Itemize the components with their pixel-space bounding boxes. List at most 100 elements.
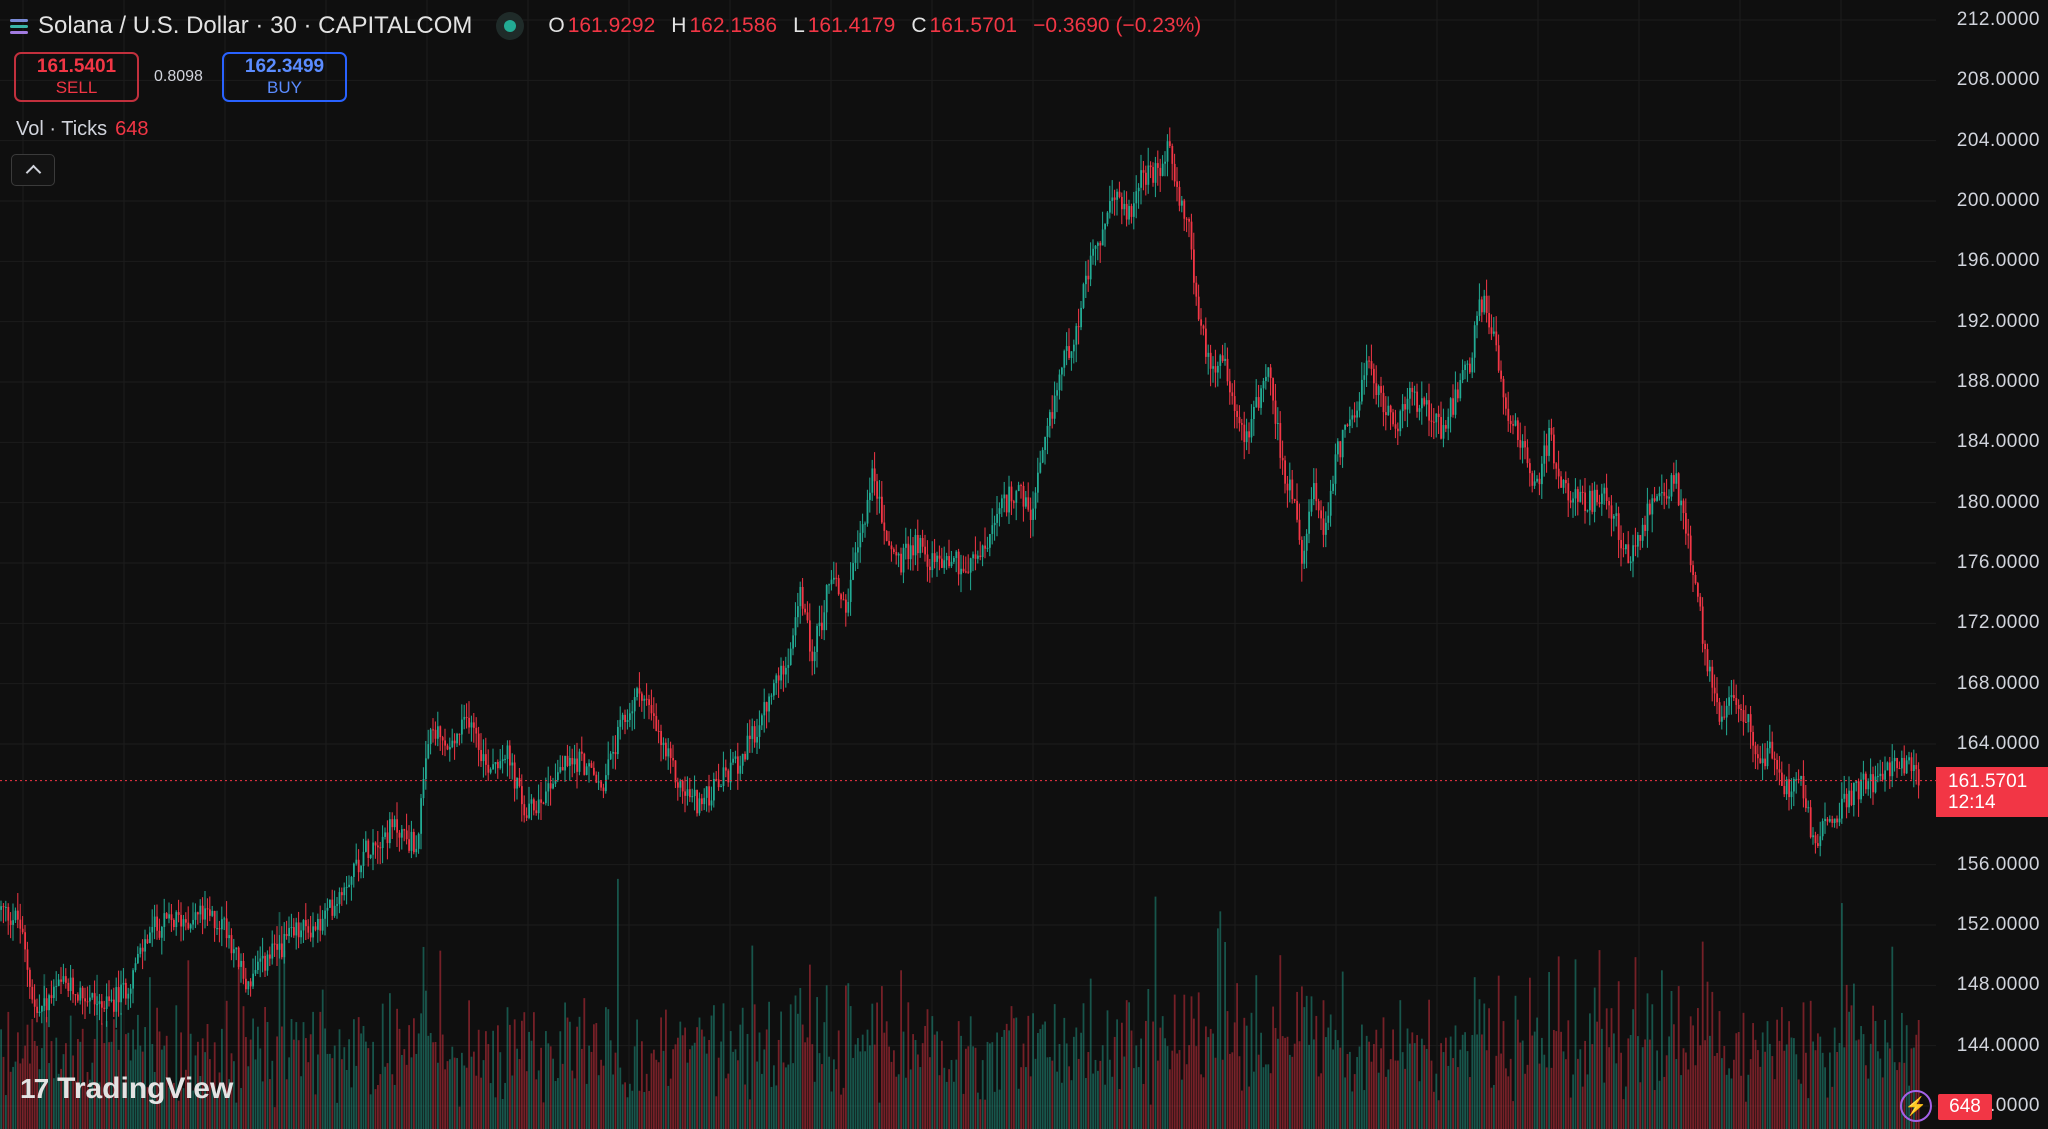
volume-bar (108, 1042, 110, 1129)
volume-bar (537, 1070, 540, 1129)
menu-icon[interactable] (10, 18, 28, 34)
volume-bar (84, 1083, 86, 1129)
volume-bar (547, 1043, 550, 1129)
candle-body (1581, 491, 1584, 493)
volume-bar (1121, 1022, 1123, 1129)
volume-bar (953, 1081, 955, 1129)
volume-bar (1332, 1049, 1334, 1129)
candle-body (777, 675, 780, 681)
volume-bar (1913, 1047, 1915, 1129)
volume-bar (1289, 1054, 1291, 1129)
volume-bar (1646, 993, 1649, 1129)
candle-body (708, 786, 710, 806)
candle-body (105, 996, 108, 1009)
volume-bar (1183, 994, 1186, 1129)
symbol-title[interactable]: Solana / U.S. Dollar · 30 · CAPITALCOM (38, 12, 473, 39)
volume-bar (1749, 1059, 1752, 1129)
candle-body (1205, 328, 1207, 357)
candle-body (156, 916, 158, 931)
volume-bar (744, 1084, 746, 1129)
volume-bar (211, 1085, 214, 1129)
volume-bar (609, 1040, 612, 1129)
candle-body (245, 978, 247, 990)
volume-bar (206, 1024, 209, 1129)
volume-bar (501, 1098, 504, 1129)
candle-body (1754, 745, 1757, 755)
volume-bar (1490, 1087, 1493, 1129)
volume-bar (1025, 1067, 1027, 1129)
volume-bar (1680, 1075, 1682, 1129)
volume-bar (489, 1083, 492, 1129)
volume-bar (1154, 896, 1157, 1129)
volume-bar (789, 1004, 792, 1129)
volume-bar (1176, 1053, 1178, 1129)
volume-bar (583, 998, 586, 1129)
buy-button[interactable]: 162.3499 BUY (222, 52, 347, 102)
volume-bar (1507, 1076, 1510, 1129)
candle-body (470, 722, 473, 728)
candle-body (1325, 522, 1327, 535)
candle-body (921, 538, 924, 547)
volume-bar (216, 1093, 218, 1129)
candle-body (1649, 503, 1651, 515)
sell-button[interactable]: 161.5401 SELL (14, 52, 139, 102)
volume-bar (957, 1021, 960, 1129)
candle-body (869, 492, 871, 500)
volume-bar (1207, 1037, 1210, 1129)
candle-body (979, 555, 982, 558)
candle-body (127, 993, 130, 999)
volume-bar (847, 983, 850, 1129)
chevron-up-icon[interactable] (11, 154, 55, 186)
volume-bar (1653, 1090, 1656, 1129)
candle-body (264, 955, 266, 971)
volume-bar (218, 1072, 221, 1129)
tradingview-logo[interactable]: 17 TradingView (20, 1072, 233, 1106)
candle-body (333, 905, 336, 916)
volume-bar (293, 1039, 295, 1129)
candle-body (648, 699, 650, 706)
candle-body (1437, 413, 1440, 418)
bolt-icon[interactable]: ⚡ (1900, 1090, 1932, 1122)
volume-bar (633, 1046, 636, 1129)
candle-body (650, 705, 653, 714)
volume-bar (362, 1025, 365, 1129)
volume-bar (429, 1033, 432, 1129)
candle-body (213, 910, 216, 929)
volume-bar (1687, 1069, 1690, 1129)
candle-body (713, 778, 715, 801)
volume-bar (768, 1001, 770, 1129)
volume-bar (420, 1013, 422, 1129)
volume-bar (240, 1088, 242, 1129)
volume-bar (233, 1061, 235, 1129)
volume-bar (237, 964, 240, 1129)
candle-body (408, 839, 410, 851)
volume-bar (1649, 1039, 1651, 1129)
candle-body (1118, 191, 1121, 197)
volume-bar (751, 945, 754, 1129)
volume-bar (386, 1063, 389, 1129)
volume-bar (504, 1082, 506, 1129)
candle-body (1394, 424, 1397, 429)
volume-bar (441, 1034, 444, 1129)
volume-bar (938, 1075, 941, 1129)
volume-legend[interactable]: Vol · Ticks 648 (16, 118, 149, 141)
candle-body (969, 558, 972, 573)
volume-bar (1301, 986, 1303, 1129)
volume-tag: 648 (1938, 1094, 1992, 1120)
volume-bar (1416, 1035, 1418, 1129)
market-status-icon[interactable] (496, 12, 525, 40)
candle-body (1805, 798, 1807, 809)
candle-body (1795, 778, 1798, 780)
price-axis[interactable]: 212.0000 208.0000 204.0000 200.0000 196.0000… (1930, 0, 2040, 1129)
candle-body (129, 988, 132, 994)
volume-bar (1205, 1026, 1207, 1129)
candle-body (1771, 741, 1774, 759)
volume-bar (456, 1058, 458, 1129)
volume-bar (926, 1009, 929, 1129)
volume-bar (1771, 1056, 1774, 1129)
volume-bar (1617, 981, 1620, 1129)
candle-body (521, 786, 523, 805)
volume-bar (1802, 1002, 1805, 1129)
volume-bar (1584, 1040, 1586, 1129)
